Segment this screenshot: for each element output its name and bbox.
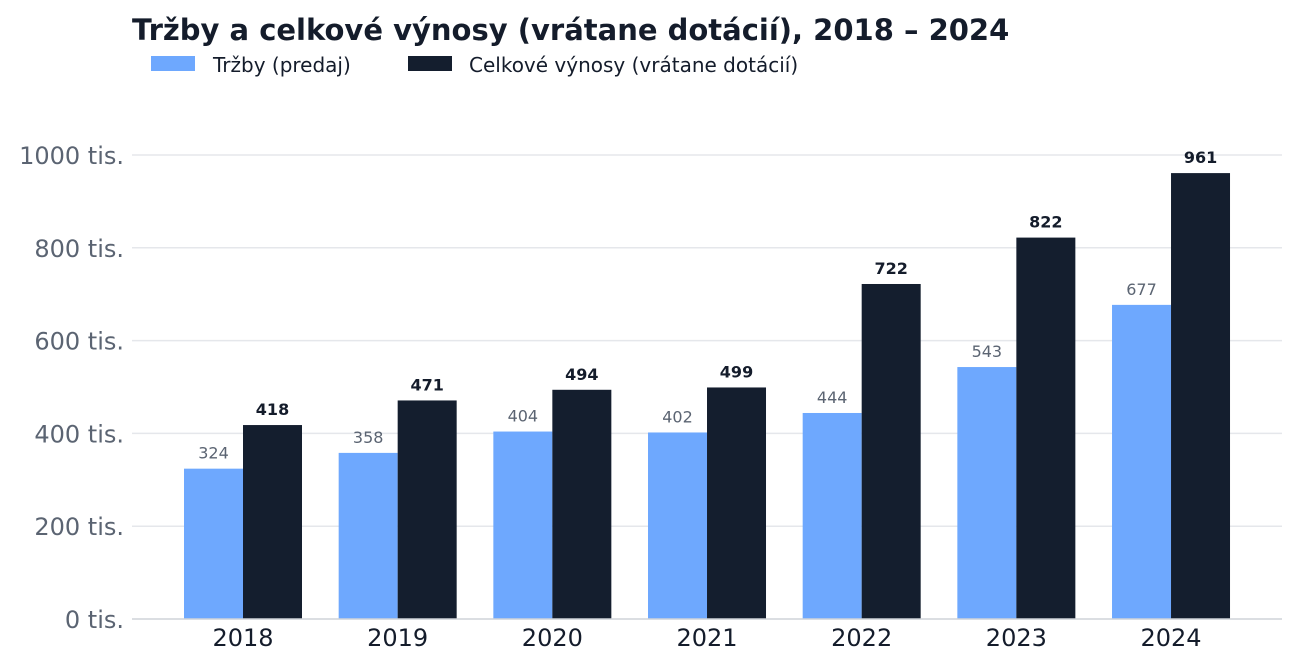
bar-value-label: 358	[353, 428, 384, 447]
legend-swatch	[408, 56, 452, 71]
y-tick-label: 200 tis.	[34, 513, 124, 541]
bar-value-label: 722	[874, 259, 907, 278]
bar-value-label: 471	[410, 375, 443, 394]
bar-value-label: 494	[565, 365, 598, 384]
bar-value-label: 418	[256, 400, 289, 419]
bar-value-label: 822	[1029, 213, 1062, 232]
y-tick-label: 600 tis.	[34, 328, 124, 356]
bar-trzby	[802, 412, 862, 619]
x-axis: 2018 2019 2020 2021 2022 2023 2024	[132, 618, 1282, 652]
legend-label: Tržby (predaj)	[212, 53, 351, 77]
bars: 324 418 358 471 404 494 402 499 444 722 543 822 677 9…	[184, 148, 1231, 620]
bar-value-label: 677	[1126, 280, 1157, 299]
bar-trzby	[648, 432, 708, 619]
bar-trzby	[957, 367, 1017, 619]
y-tick-label: 0 tis.	[65, 606, 124, 634]
legend-swatch	[151, 56, 195, 71]
bar-celkove-vynosy	[861, 283, 921, 619]
bar-value-label: 499	[720, 362, 753, 381]
y-tick-label: 400 tis.	[34, 420, 124, 448]
bar-value-label: 444	[817, 388, 848, 407]
bar-value-label: 402	[662, 407, 693, 426]
bar-value-label: 404	[508, 407, 539, 426]
gridlines	[132, 154, 1282, 527]
bar-celkove-vynosy	[1171, 173, 1231, 619]
bar-trzby	[1112, 304, 1172, 619]
legend-label: Celkové výnosy (vrátane dotácií)	[469, 53, 798, 77]
chart-title: Tržby a celkové výnosy (vrátane dotácií)…	[132, 13, 1009, 47]
bar-value-label: 543	[972, 342, 1003, 361]
bar-trzby	[338, 452, 398, 619]
bar-celkove-vynosy	[1016, 237, 1076, 620]
x-tick-label: 2020	[522, 624, 583, 652]
legend: Tržby (predaj) Celkové výnosy (vrátane do…	[151, 53, 798, 77]
y-tick-label: 800 tis.	[34, 235, 124, 263]
bar-celkove-vynosy	[397, 400, 457, 619]
bar-value-label: 961	[1184, 148, 1217, 167]
bar-celkove-vynosy	[707, 387, 767, 619]
bar-trzby	[493, 431, 553, 619]
y-axis: 0 tis. 200 tis. 400 tis. 600 tis. 800 tis. 10…	[19, 142, 124, 634]
x-tick-label: 2021	[676, 624, 737, 652]
x-tick-label: 2022	[831, 624, 892, 652]
x-tick-label: 2018	[212, 624, 273, 652]
x-tick-label: 2023	[986, 624, 1047, 652]
x-tick-label: 2019	[367, 624, 428, 652]
bar-trzby	[184, 468, 243, 619]
y-tick-label: 1000 tis.	[19, 142, 124, 170]
bar-celkove-vynosy	[243, 425, 302, 619]
bar-celkove-vynosy	[552, 389, 612, 619]
bar-value-label: 324	[198, 444, 229, 463]
x-tick-label: 2024	[1140, 624, 1201, 652]
